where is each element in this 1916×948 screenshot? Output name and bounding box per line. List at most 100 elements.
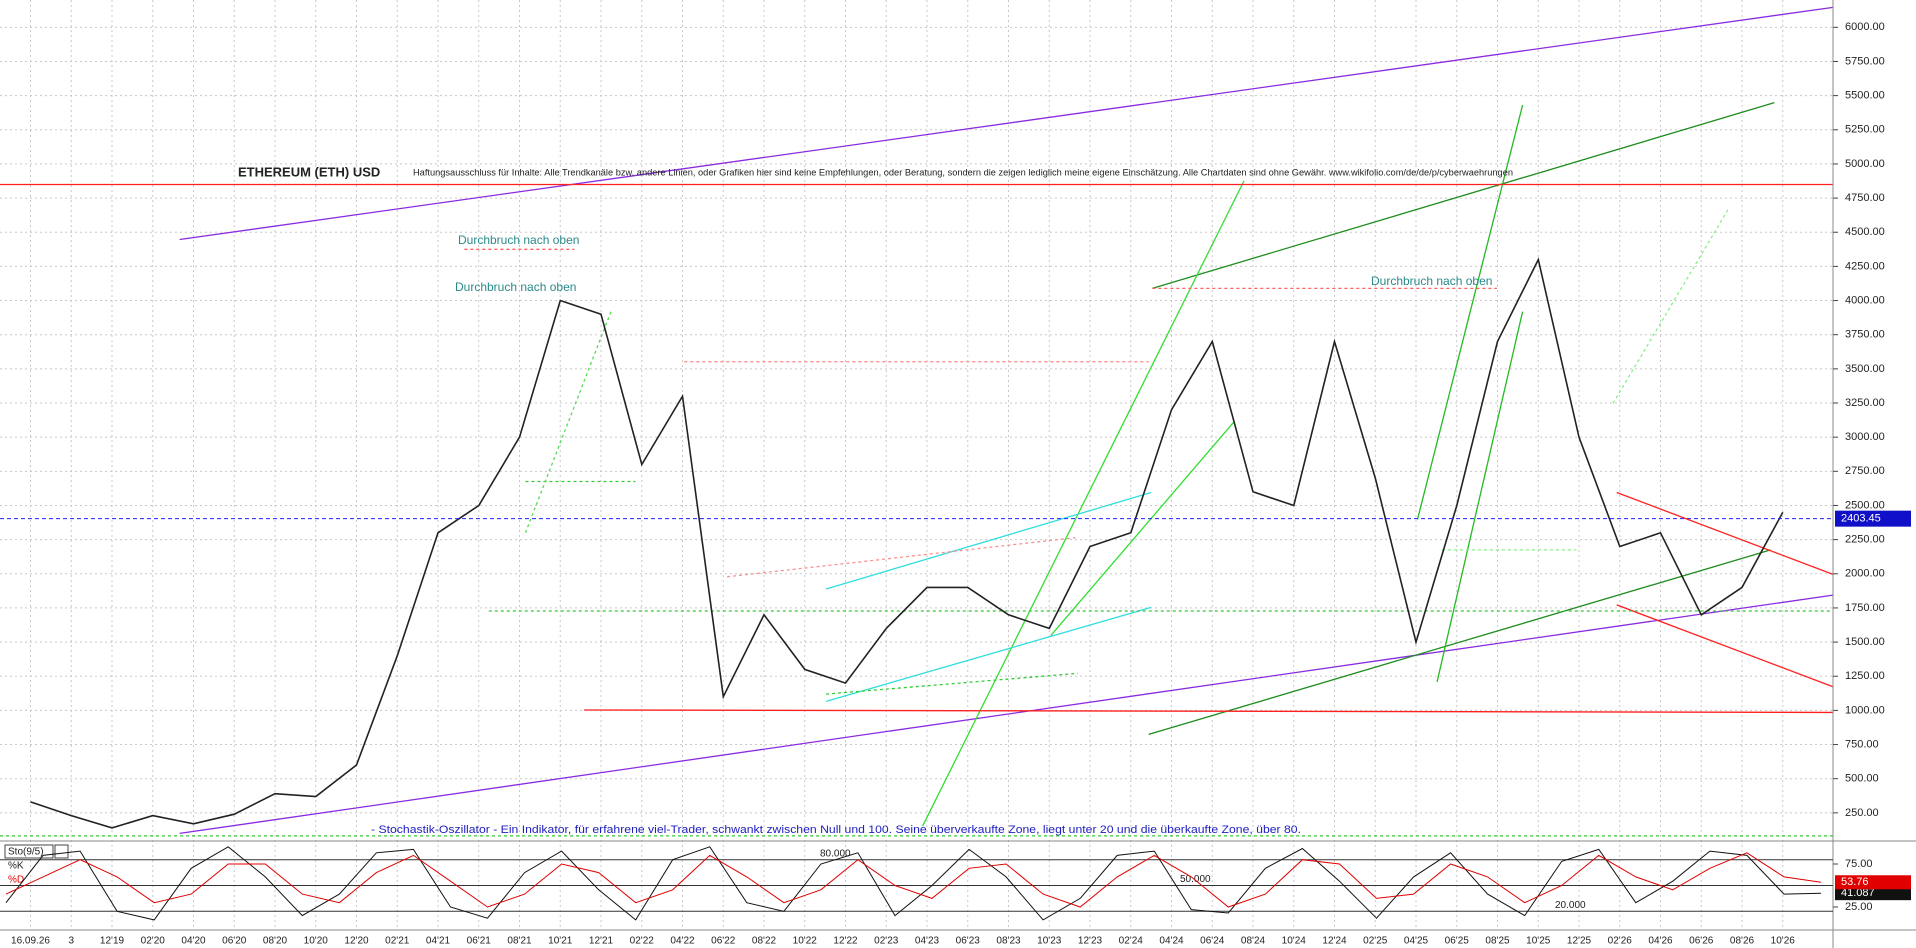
trend-line [1617,605,1833,687]
y-tick-label: 4000.00 [1845,294,1885,306]
trend-line [1617,492,1833,574]
annotation: Durchbruch nach oben [1371,274,1492,288]
indicator-button[interactable] [54,844,69,859]
y-tick-label: 5250.00 [1845,124,1885,136]
price-line [5,846,1822,921]
y-tick-label: 2250.00 [1845,534,1885,546]
x-tick-label: 02'24 [1119,936,1144,947]
level-label: 80.000 [820,848,851,859]
x-tick-label: 04'24 [1159,936,1184,947]
legend-label: %K [8,861,24,872]
trend-line [1051,422,1234,636]
y-tick-label: 6000.00 [1845,21,1885,33]
y-tick-label: 1250.00 [1845,670,1885,682]
y-tick-label: 4750.00 [1845,192,1885,204]
x-tick-label: 10'22 [793,936,818,947]
y-tick-label: 5750.00 [1845,55,1885,67]
legend-label: %D [8,875,24,886]
price-line [30,257,1784,829]
value-label: 41.087 [1841,887,1875,899]
y-tick-label: 5500.00 [1845,90,1885,102]
x-tick-label: 02'26 [1608,936,1633,947]
x-tick-label: 08'23 [996,936,1021,947]
x-tick-label: 08'21 [507,936,532,947]
last-price-label: 2403.45 [1841,513,1881,525]
level-label: 50.000 [1180,874,1211,885]
trend-line [727,538,1075,577]
trend-line [826,607,1151,701]
x-tick-label: 10'20 [304,936,329,947]
x-tick-label: 08'25 [1485,936,1510,947]
indicator-box [4,844,54,859]
x-tick-label: 10'24 [1282,936,1307,947]
trend-line [826,492,1151,589]
trend-line [1613,208,1729,404]
x-tick-label: 10'26 [1771,936,1796,947]
y-tick-label: 1500.00 [1845,636,1885,648]
y-tick-label: 3750.00 [1845,329,1885,341]
x-tick-label: 12'20 [344,936,369,947]
x-tick-label: 12'21 [589,936,614,947]
x-tick-label: 02'20 [141,936,166,947]
x-tick-label: 12'19 [100,936,125,947]
x-tick-label: 12'22 [833,936,858,947]
trend-line [1418,105,1523,519]
x-tick-label: 16.09.26 [11,936,50,947]
x-tick-label: 02'22 [630,936,655,947]
value-box [1835,875,1911,890]
x-tick-label: 02'21 [385,936,410,947]
x-tick-label: 3 [68,936,74,947]
y-tick-label: 4250.00 [1845,260,1885,272]
x-tick-label: 12'23 [1078,936,1103,947]
y-tick-label: 2000.00 [1845,568,1885,580]
y-tick-label: 5000.00 [1845,158,1885,170]
x-tick-label: 10'25 [1526,936,1551,947]
x-tick-label: 08'24 [1241,936,1266,947]
y-tick-label: 2750.00 [1845,465,1885,477]
trend-line [180,7,1833,239]
x-tick-label: 12'25 [1567,936,1592,947]
x-tick-label: 02'23 [874,936,899,947]
indicator-note: - Stochastik-Oszillator - Ein Indikator,… [371,824,1301,836]
chart-title: ETHEREUM (ETH) USD [238,164,380,179]
x-tick-label: 04'21 [426,936,451,947]
value-box [1835,886,1911,901]
y-tick-label: 3250.00 [1845,397,1885,409]
x-tick-label: 06'20 [222,936,247,947]
y-tick-label: 1750.00 [1845,602,1885,614]
disclaimer: Haftungsausschluss für Inhalte: Alle Tre… [413,167,1513,177]
y-tick-label: 4500.00 [1845,226,1885,238]
price-line [5,852,1822,908]
trend-line [1149,550,1771,735]
x-tick-label: 08'20 [263,936,288,947]
last-price-box [1835,510,1911,527]
trend-line [180,595,1833,833]
trend-lines [0,7,1833,836]
value-label: 53.76 [1841,876,1869,888]
annotation: Durchbruch nach oben [458,233,579,247]
trend-line [826,673,1078,694]
y-tick-label: 2500.00 [1845,499,1885,511]
x-tick-label: 02'25 [1363,936,1388,947]
x-tick-label: 04'22 [670,936,695,947]
trend-line [1437,312,1523,682]
y-tick-label: 3000.00 [1845,431,1885,443]
y-tick-label: 750.00 [1845,738,1879,750]
x-tick-label: 04'23 [915,936,940,947]
annotation: Durchbruch nach oben [455,280,576,294]
x-tick-label: 06'26 [1689,936,1714,947]
y-tick-label: 1000.00 [1845,704,1885,716]
x-tick-label: 08'22 [752,936,777,947]
indicator-title: Sto(9/5) [8,847,44,858]
y-tick-label: 75.00 [1845,858,1873,870]
x-tick-label: 06'23 [956,936,981,947]
x-tick-label: 04'20 [181,936,206,947]
x-tick-label: 08'26 [1730,936,1755,947]
x-tick-label: 10'23 [1037,936,1062,947]
x-tick-label: 06'22 [711,936,736,947]
x-tick-label: 04'25 [1404,936,1429,947]
y-tick-label: 250.00 [1845,807,1879,819]
x-tick-label: 06'24 [1200,936,1225,947]
